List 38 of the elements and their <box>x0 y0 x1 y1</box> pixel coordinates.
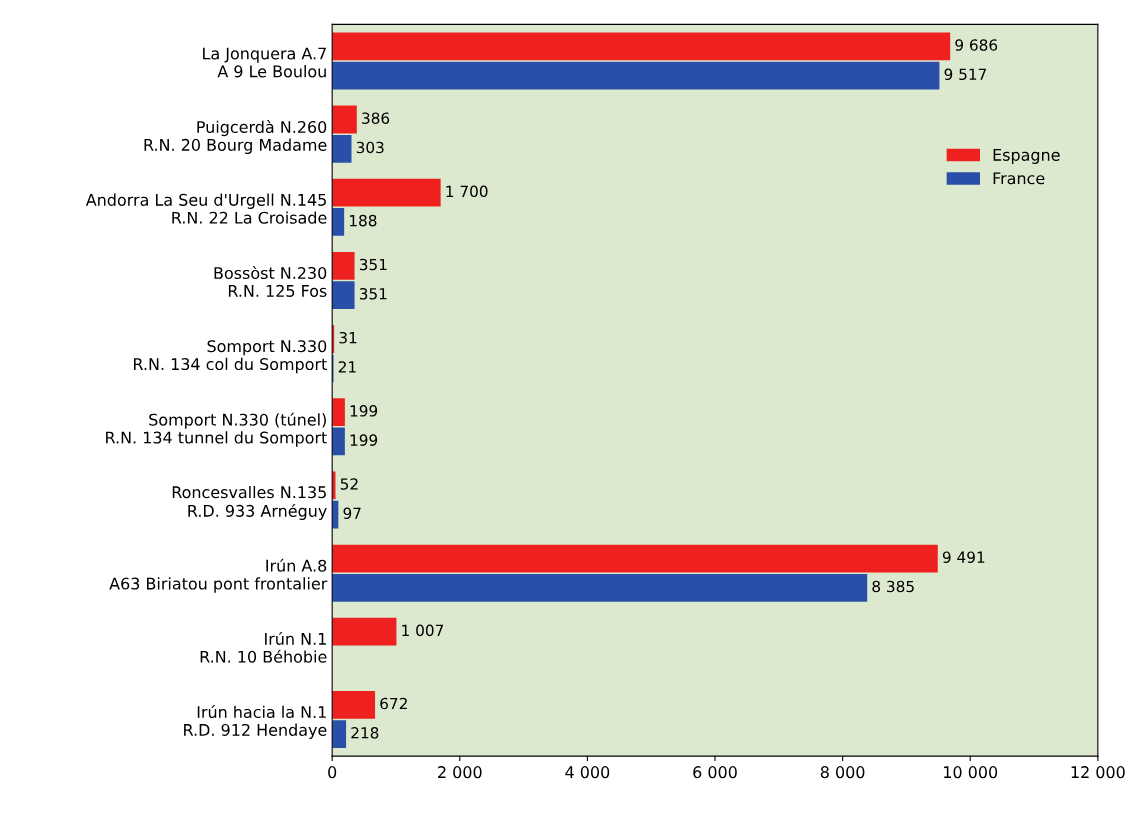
x-tick-label: 0 <box>328 766 337 779</box>
y-tick-label: Somport N.330 (túnel) R.N. 134 tunnel du Somport <box>106 412 327 447</box>
y-tick-label: Bossòst N.230 R.N. 125 Fos <box>214 266 327 297</box>
data-label: 9 517 <box>944 68 987 81</box>
data-label: 8 385 <box>872 580 914 593</box>
data-label: 672 <box>380 697 407 710</box>
y-tick-label: Irún A.8 A63 Biriatou pont frontalier <box>109 558 328 593</box>
y-tick-label: Irún hacia la N.1 R.D. 912 Hendaye <box>184 705 327 740</box>
data-label: 9 491 <box>942 551 985 563</box>
x-tick-label: 4 000 <box>565 766 610 779</box>
data-label: 218 <box>351 727 379 739</box>
y-tick-label: Andorra La Seu d'Urgell N.145 R.N. 22 La Croisade <box>85 193 327 224</box>
data-label: 303 <box>356 141 384 154</box>
data-label: 1 007 <box>402 624 444 637</box>
data-label: 351 <box>359 288 387 300</box>
data-label: 31 <box>339 331 357 344</box>
data-label: 52 <box>340 478 358 490</box>
data-label: 97 <box>343 507 361 520</box>
x-tick-label: 12 000 <box>1071 766 1125 779</box>
x-tick-label: 8 000 <box>820 766 865 779</box>
legend-label: Espagne <box>993 149 1060 164</box>
legend-label: France <box>993 172 1045 185</box>
x-tick-label: 2 000 <box>438 766 482 779</box>
x-tick-label: 6 000 <box>693 766 737 779</box>
y-tick-label: Irún N.1 R.N. 10 Béhobie <box>200 631 327 663</box>
data-label: 386 <box>362 112 390 124</box>
data-label: 9 686 <box>955 39 998 51</box>
y-tick-label: Puigcerdà N.260 R.N. 20 Bourg Madame <box>144 120 327 155</box>
x-tick-label: 10 000 <box>944 766 998 779</box>
y-tick-label: Somport N.330 R.N. 134 col du Somport <box>134 340 327 374</box>
data-label: 188 <box>350 214 377 227</box>
y-tick-label: La Jonquera A.7 A 9 Le Boulou <box>203 47 326 78</box>
y-tick-label: Roncesvalles N.135 R.D. 933 Arnéguy <box>172 485 327 520</box>
data-label: 351 <box>359 258 387 271</box>
data-label: 1 700 <box>446 185 488 198</box>
data-label: 199 <box>350 434 378 446</box>
data-label: 21 <box>338 361 356 373</box>
data-label: 199 <box>350 405 378 417</box>
